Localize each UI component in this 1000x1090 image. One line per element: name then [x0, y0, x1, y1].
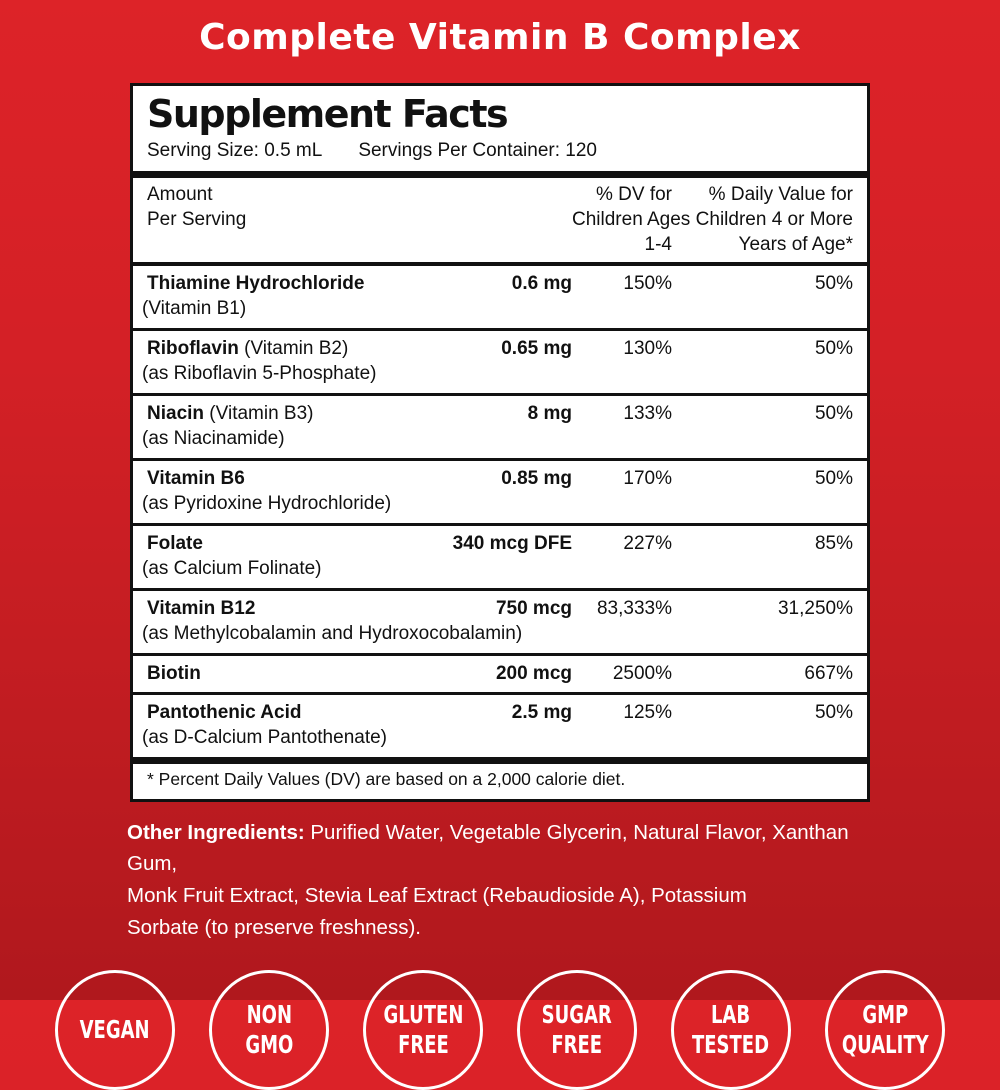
nutrient-row-vitamin-b6: Vitamin B6 0.85 mg 170% 50% (as Pyridoxi… [133, 457, 867, 523]
nutrient-dv-adult: 50% [814, 467, 853, 489]
nutrient-name: Niacin [147, 402, 205, 424]
nutrient-dv-children: 125% [623, 701, 672, 723]
supplement-facts-heading: Supplement Facts [147, 92, 509, 136]
nutrient-form: (Vitamin B1) [142, 297, 247, 319]
table-header-row: Amount Per Serving % DV for Children Age… [133, 178, 867, 262]
nutrient-dv-adult: 85% [814, 532, 853, 554]
badge-gluten-free: GLUTEN FREE [363, 969, 483, 1090]
nutrient-name: Vitamin B6 [147, 467, 245, 489]
nutrient-amount: 750 mcg [495, 597, 572, 619]
nutrient-dv-adult: 50% [814, 402, 853, 424]
nutrient-dv-children: 133% [623, 402, 672, 424]
nutrient-row-riboflavin: Riboflavin (Vitamin B2) 0.65 mg 130% 50%… [133, 327, 867, 393]
nutrient-name: Vitamin B12 [147, 597, 256, 619]
nutrient-amount: 340 mcg DFE [452, 532, 572, 554]
nutrient-dv-adult: 50% [814, 272, 853, 294]
nutrient-dv-children: 170% [623, 467, 672, 489]
nutrient-row-niacin: Niacin (Vitamin B3) 8 mg 133% 50% (as Ni… [133, 392, 867, 458]
badge-sugar-free: SUGAR FREE [517, 969, 637, 1090]
other-ingredients-text: Purified Water, Vegetable Glycerin, Natu… [127, 820, 849, 939]
badge-label: SUGAR [541, 999, 613, 1029]
nutrient-row-pantothenic-acid: Pantothenic Acid 2.5 mg 125% 50% (as D-C… [133, 691, 867, 757]
nutrient-dv-children: 130% [623, 337, 672, 359]
nutrient-name: Folate [147, 532, 203, 554]
nutrient-name: Biotin [147, 662, 201, 684]
divider-thick-top [133, 170, 867, 178]
serving-info: Serving Size: 0.5 mL Servings Per Contai… [133, 137, 867, 171]
servings-per-container: Servings Per Container: 120 [358, 139, 597, 161]
nutrient-dv-children: 150% [623, 272, 672, 294]
nutrient-dv-adult: 50% [814, 337, 853, 359]
nutrient-form: (as D-Calcium Pantothenate) [142, 726, 387, 748]
nutrient-name-suffix: (Vitamin B3) [204, 402, 314, 424]
nutrient-form: (as Methylcobalamin and Hydroxocobalamin… [142, 622, 523, 644]
badge-label: VEGAN [80, 1014, 150, 1044]
nutrient-amount: 0.6 mg [511, 272, 572, 294]
nutrient-amount: 0.65 mg [501, 337, 572, 359]
header-dv-4-plus: % Daily Value for Children 4 or More Yea… [695, 183, 853, 255]
nutrient-row-folate: Folate 340 mcg DFE 227% 85% (as Calcium … [133, 522, 867, 588]
badge-non-gmo: NON GMO [209, 969, 329, 1090]
nutrient-form: (as Pyridoxine Hydrochloride) [142, 492, 392, 514]
badge-label: NON [246, 999, 292, 1029]
nutrient-dv-adult: 50% [814, 701, 853, 723]
badge-label: FREE [551, 1029, 603, 1059]
badge-gmp-quality: GMP QUALITY [825, 969, 945, 1090]
nutrient-amount: 8 mg [527, 402, 572, 424]
badge-label: LAB [711, 999, 751, 1029]
divider-thick-bottom [133, 756, 867, 764]
nutrient-amount: 0.85 mg [501, 467, 572, 489]
nutrient-amount: 200 mcg [495, 662, 572, 684]
badge-vegan: VEGAN [55, 969, 175, 1090]
nutrient-dv-adult: 667% [804, 662, 853, 684]
badge-lab-tested: LAB TESTED [671, 969, 791, 1090]
nutrient-dv-children: 83,333% [596, 597, 672, 619]
nutrient-form: (as Calcium Folinate) [142, 557, 322, 579]
nutrient-dv-children: 227% [623, 532, 672, 554]
nutrient-name-suffix: (Vitamin B2) [238, 337, 349, 359]
supplement-facts-panel: Supplement Facts Serving Size: 0.5 mL Se… [130, 83, 870, 802]
badge-row: VEGAN NON GMO GLUTEN FREE SUGAR FREE LAB TES… [0, 969, 1000, 1090]
nutrient-row-vitamin-b12: Vitamin B12 750 mcg 83,333% 31,250% (as … [133, 587, 867, 653]
nutrient-form: (as Niacinamide) [142, 427, 285, 449]
header-dv-children-1-4: % DV for Children Ages 1-4 [572, 183, 691, 255]
other-ingredients: Other Ingredients: Purified Water, Veget… [127, 817, 873, 944]
badge-label: GMP [862, 999, 908, 1029]
badge-label: TESTED [692, 1029, 770, 1059]
nutrient-name: Thiamine Hydrochloride [147, 272, 365, 294]
header-amount-per-serving: Amount Per Serving [147, 183, 247, 230]
nutrient-name: Riboflavin [147, 337, 239, 359]
daily-value-footnote: * Percent Daily Values (DV) are based on… [147, 768, 626, 789]
serving-size: Serving Size: 0.5 mL [147, 139, 323, 161]
divider-medium-under-header [133, 261, 867, 266]
nutrient-amount: 2.5 mg [511, 701, 572, 723]
nutrient-row-thiamine: Thiamine Hydrochloride 0.6 mg 150% 50% (… [133, 266, 867, 328]
nutrient-table: Thiamine Hydrochloride 0.6 mg 150% 50% (… [133, 266, 867, 757]
badge-label: FREE [397, 1029, 449, 1059]
nutrient-dv-children: 2500% [612, 662, 672, 684]
nutrient-dv-adult: 31,250% [777, 597, 853, 619]
other-ingredients-label: Other Ingredients: [127, 820, 305, 844]
badge-label: QUALITY [841, 1029, 929, 1059]
nutrient-name: Pantothenic Acid [147, 701, 302, 723]
nutrient-row-biotin: Biotin 200 mcg 2500% 667% [133, 652, 867, 692]
nutrient-form: (as Riboflavin 5-Phosphate) [142, 362, 377, 384]
product-title: Complete Vitamin B Complex [199, 17, 801, 58]
badge-label: GMO [245, 1029, 293, 1059]
label-background: { "product_title": "Complete Vitamin B C… [0, 17, 1000, 1090]
badge-label: GLUTEN [383, 999, 463, 1029]
